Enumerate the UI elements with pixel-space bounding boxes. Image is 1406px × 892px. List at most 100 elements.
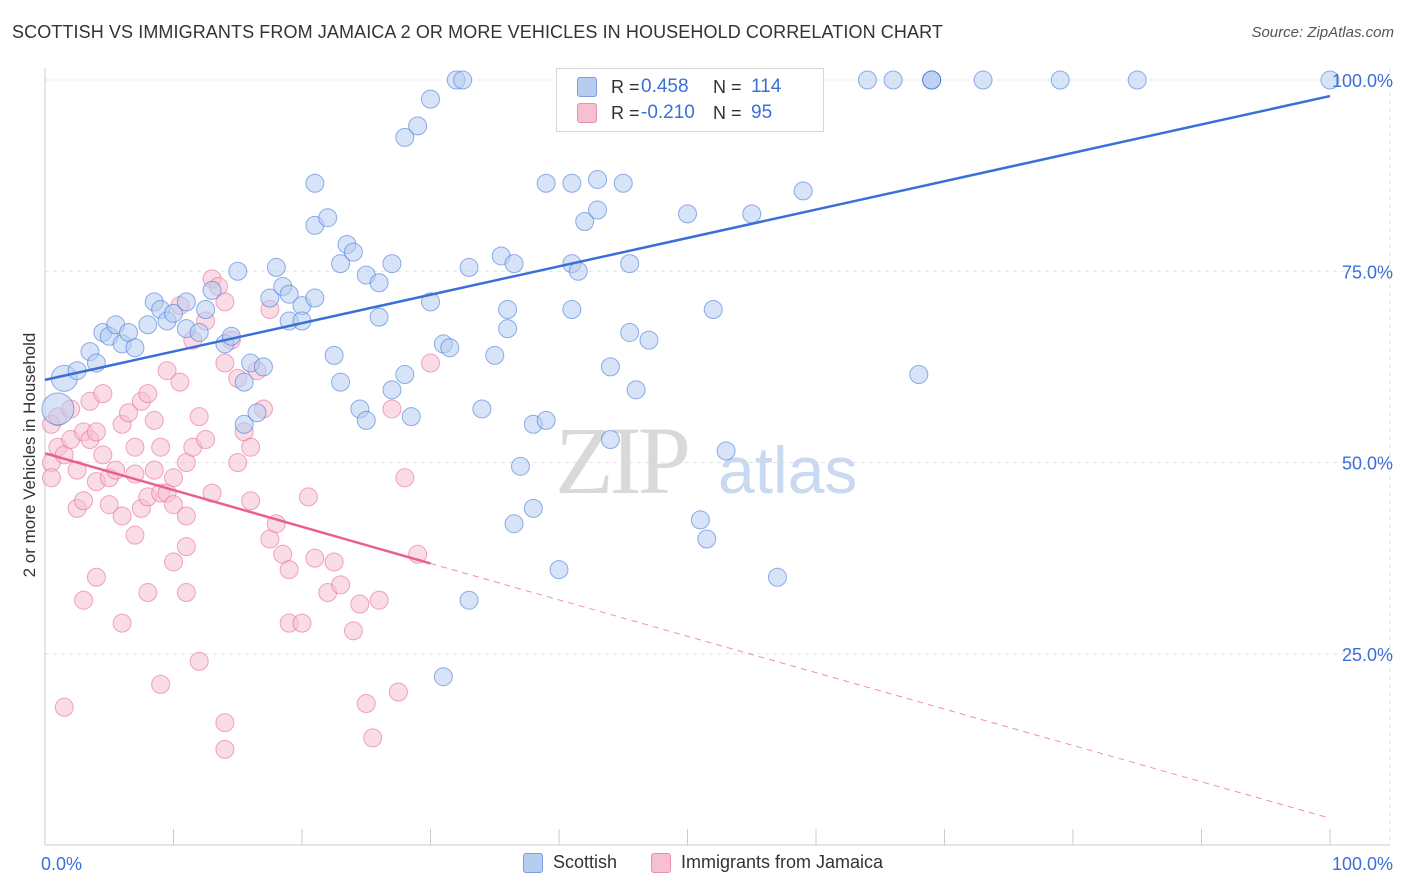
series-jamaica-points	[41, 269, 440, 759]
scottish-point	[279, 284, 299, 304]
scottish-point	[382, 254, 402, 274]
jamaica-swatch	[577, 103, 597, 123]
jamaica-point	[324, 552, 344, 572]
scottish-point	[421, 89, 440, 109]
jamaica-point	[279, 560, 299, 580]
legend-item-jamaica[interactable]: Immigrants from Jamaica	[650, 852, 883, 873]
jamaica-point	[93, 445, 113, 465]
scottish-point	[562, 300, 582, 319]
jamaica-trend-line	[44, 452, 431, 565]
jamaica-point	[112, 613, 132, 633]
scottish-point	[472, 399, 492, 419]
jamaica-point	[215, 353, 235, 373]
scottish-point	[600, 430, 620, 450]
scottish-point	[742, 204, 762, 224]
scottish-point	[549, 560, 569, 580]
jamaica-point	[164, 495, 183, 515]
scottish-point	[1127, 70, 1147, 90]
jamaica-point	[99, 495, 119, 515]
jamaica-point	[388, 682, 408, 702]
stats-row-jamaica: R = -0.210 N = 95	[577, 100, 772, 126]
scottish-point	[138, 315, 158, 335]
scottish-point	[382, 380, 402, 400]
scottish-point	[440, 338, 460, 358]
x-tick-label: 0.0%	[41, 854, 82, 874]
jamaica-point	[215, 739, 235, 759]
scottish-point	[408, 116, 428, 136]
jamaica-point	[125, 437, 145, 457]
scottish-point	[266, 257, 286, 277]
r-label: R =	[611, 102, 640, 123]
legend-label-scottish: Scottish	[552, 852, 617, 872]
scottish-point	[703, 300, 723, 319]
scottish-point	[613, 173, 633, 193]
scottish-point	[247, 403, 267, 423]
scottish-point	[536, 410, 556, 430]
legend-swatch-jamaica	[650, 852, 671, 873]
n-value-scottish: 114	[751, 76, 782, 97]
series-scottish-points	[41, 70, 1340, 687]
jamaica-point	[228, 453, 248, 472]
scottish-point	[331, 254, 351, 274]
jamaica-point	[189, 407, 209, 427]
scottish-point	[909, 365, 929, 385]
scottish-point	[395, 365, 415, 385]
scottish-point	[678, 204, 697, 224]
jamaica-point	[176, 506, 196, 526]
scottish-point	[626, 380, 646, 400]
jamaica-point	[189, 651, 209, 671]
watermark-zip: ZIP	[555, 407, 688, 514]
trend-lines	[44, 94, 1331, 819]
scottish-point	[459, 257, 479, 277]
jamaica-point	[395, 468, 415, 488]
jamaica-point	[305, 548, 325, 568]
scottish-point	[857, 70, 877, 90]
scottish-point	[421, 292, 440, 312]
jamaica-point	[93, 384, 113, 404]
n-value-jamaica: 95	[751, 102, 773, 123]
y-tick-label: 75.0%	[1342, 262, 1393, 282]
scottish-point	[697, 529, 717, 549]
jamaica-point	[119, 403, 139, 423]
jamaica-point	[176, 537, 196, 557]
scottish-point	[202, 280, 222, 300]
jamaica-point	[151, 437, 171, 457]
jamaica-point	[74, 590, 94, 610]
scottish-point	[453, 70, 473, 90]
scottish-point	[395, 127, 415, 147]
scottish-point	[588, 169, 608, 189]
scottish-point	[331, 372, 351, 392]
jamaica-point	[86, 567, 106, 587]
scottish-point	[639, 330, 659, 350]
scottish-point	[369, 273, 389, 293]
stats-legend: R = 0.458 N = 114 R = -0.210 N = 95	[556, 68, 824, 132]
scottish-point	[253, 357, 273, 377]
scottish-point	[504, 514, 524, 534]
scottish-point	[562, 173, 582, 193]
scottish-point	[41, 392, 75, 426]
jamaica-point	[164, 468, 183, 488]
watermark-atlas: atlas	[718, 433, 857, 507]
y-tick-label: 50.0%	[1342, 454, 1393, 474]
scottish-point	[690, 510, 710, 530]
scottish-point	[536, 173, 556, 193]
scottish-point	[600, 357, 620, 377]
source-label: Source: ZipAtlas.com	[1251, 24, 1394, 41]
scottish-point	[883, 70, 903, 90]
jamaica-point	[298, 487, 318, 507]
legend-item-scottish[interactable]: Scottish	[522, 852, 617, 873]
jamaica-point	[86, 422, 106, 442]
scottish-point	[343, 242, 363, 262]
r-label: R =	[611, 76, 640, 97]
jamaica-point	[350, 594, 370, 614]
scottish-point	[620, 254, 640, 274]
scottish-point	[793, 181, 813, 201]
jamaica-point	[215, 292, 235, 312]
scottish-point	[324, 345, 344, 365]
scottish-point	[189, 322, 209, 342]
jamaica-point	[343, 621, 363, 641]
scottish-point	[568, 261, 588, 281]
scottish-point	[369, 307, 389, 327]
tick-labels: 25.0% 50.0% 75.0% 100.0% 0.0% 100.0%	[41, 71, 1393, 874]
